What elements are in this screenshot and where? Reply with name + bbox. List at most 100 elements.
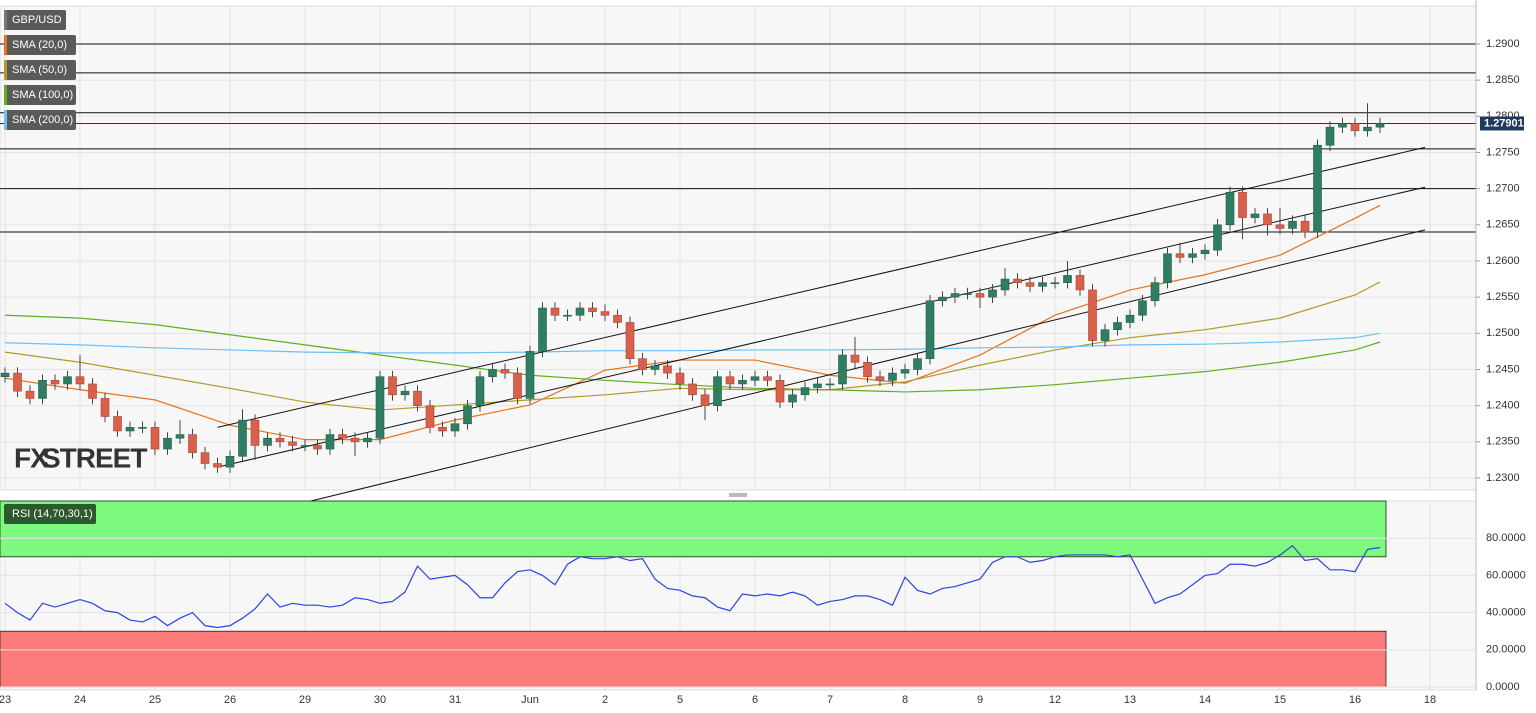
candle-body [1338, 123, 1347, 128]
last-price-box [1480, 116, 1524, 131]
candle-body [463, 405, 472, 425]
rsi-band [0, 500, 1387, 558]
candle-body [950, 293, 960, 298]
candle-body [675, 372, 685, 385]
y-tick-label: 40.0000 [1486, 607, 1526, 619]
candle-body [288, 441, 297, 446]
candle-body [800, 387, 810, 396]
candle-body [500, 369, 510, 374]
candle-body [1063, 275, 1072, 283]
candle-body [525, 351, 535, 399]
candle-body [138, 427, 147, 429]
x-tick-label: 31 [449, 694, 461, 706]
candle-body [1263, 213, 1272, 226]
candle-body [38, 380, 47, 399]
watermark: FX [14, 442, 49, 473]
sma-line [4, 332, 1381, 354]
x-tick-label: 23 [0, 694, 11, 706]
x-tick-label: 2 [602, 694, 608, 706]
candle-body [725, 376, 735, 385]
y-tick-label: 0.0000 [1486, 681, 1520, 693]
trend-line [217, 146, 1426, 428]
candle-body [913, 358, 922, 370]
candle-body [225, 455, 235, 468]
candle-body [438, 427, 447, 432]
candle-body [63, 376, 72, 385]
y-tick-label: 1.2550 [1486, 291, 1520, 303]
candle-body [175, 434, 185, 439]
candle-body [1050, 282, 1060, 284]
y-tick-label: 1.2600 [1486, 255, 1520, 267]
panel-divider-handle[interactable] [729, 493, 747, 497]
legend-label: GBP/USD [12, 14, 62, 26]
legend-box [4, 85, 76, 105]
x-tick-label: 26 [224, 694, 236, 706]
x-tick-label: 8 [902, 694, 908, 706]
candle-body [1188, 253, 1197, 258]
y-tick-label: 1.2400 [1486, 400, 1520, 412]
candle-body [1125, 314, 1135, 323]
candle-body [888, 372, 897, 381]
x-tick-label: 7 [827, 694, 833, 706]
legend-box [4, 504, 96, 524]
y-tick-label: 60.0000 [1486, 569, 1526, 581]
last-price-label: 1.27901 [1484, 117, 1524, 129]
candle-body [113, 416, 122, 432]
candle-body [650, 365, 660, 370]
candle-body [338, 434, 347, 439]
candle-body [813, 383, 822, 388]
candle-body [1313, 144, 1322, 233]
candle-body [1163, 253, 1172, 283]
candle-body [1038, 282, 1047, 287]
candle-body [475, 376, 485, 406]
legend-swatch [4, 110, 7, 130]
candle-body [825, 383, 835, 386]
candle-body [313, 445, 322, 450]
candle-body [713, 376, 722, 406]
candle-body [1363, 126, 1372, 132]
candle-body [988, 289, 997, 298]
candle-body [363, 437, 372, 443]
trend-line [217, 186, 1426, 468]
candle-body [700, 394, 710, 406]
candle-body [13, 372, 22, 392]
x-tick-label: 18 [1424, 694, 1436, 706]
x-tick-label: 6 [752, 694, 758, 706]
legend-box [4, 10, 66, 30]
candle-body [325, 434, 335, 450]
candle-body [1138, 300, 1147, 316]
candle-body [600, 311, 610, 316]
candle-body [1375, 123, 1385, 128]
candle-body [163, 437, 172, 450]
legend-swatch [4, 35, 7, 55]
y-tick-label: 1.2500 [1486, 327, 1520, 339]
candle-body [1325, 126, 1335, 146]
candle-body [250, 419, 260, 446]
x-tick-label: 14 [1199, 694, 1211, 706]
candle-body [50, 380, 60, 385]
candle-body [350, 437, 360, 443]
price-panel [0, 5, 1477, 491]
legend-box [4, 35, 76, 55]
y-tick-label: 1.2450 [1486, 363, 1520, 375]
candle-body [1350, 123, 1360, 132]
candle-body [388, 376, 397, 396]
x-tick-label: 5 [677, 694, 683, 706]
candle-body [200, 452, 210, 464]
x-tick-label: 13 [1124, 694, 1136, 706]
candle-body [450, 423, 460, 432]
candle-body [188, 434, 197, 453]
candle-body [588, 307, 597, 312]
candle-body [238, 419, 247, 457]
candle-body [975, 293, 985, 298]
candle-body [550, 307, 560, 316]
candle-body [638, 358, 647, 370]
candle-body [425, 405, 435, 428]
candle-body [775, 380, 785, 403]
candle-body [1275, 224, 1285, 229]
candle-body [1075, 275, 1085, 291]
candle-body [625, 322, 635, 359]
trend-line [292, 229, 1426, 506]
y-tick-label: 80.0000 [1486, 532, 1526, 544]
candle-body [125, 427, 135, 432]
